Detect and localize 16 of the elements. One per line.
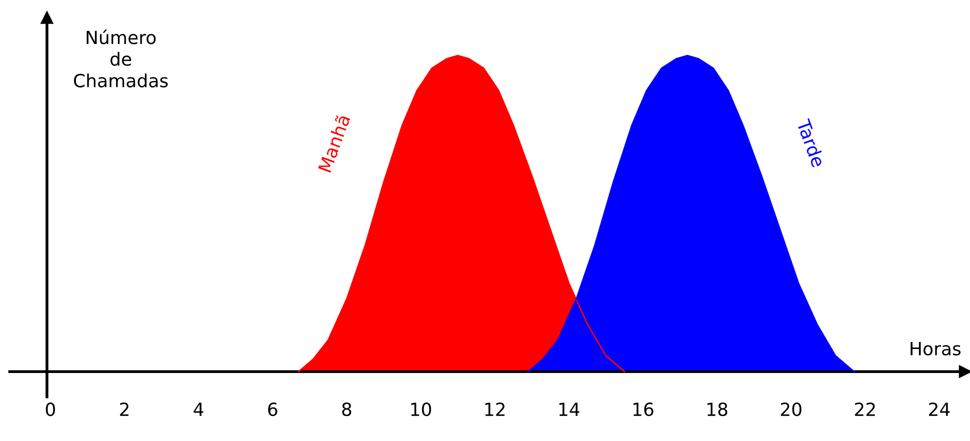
x-axis-title: Horas [910,342,961,356]
x-tick-label: 12 [485,402,505,416]
x-tick-label: 18 [708,402,728,416]
text: Tarde [796,118,826,168]
x-tick-label: 4 [194,402,204,416]
x-tick-label: 2 [120,402,128,416]
x-tick-label: 0 [46,402,55,416]
x-tick-label: 10 [411,402,432,416]
x-tick-label: 14 [559,402,580,416]
y-axis-title: Número de Chamadas [74,30,168,88]
x-tick-label: 24 [929,402,950,416]
x-tick-label: 22 [854,402,875,416]
x-tick-label: 16 [633,402,654,416]
x-tick-label: 6 [268,402,278,416]
x-tick-label: 8 [342,402,352,416]
x-tick-label: 20 [780,402,802,416]
